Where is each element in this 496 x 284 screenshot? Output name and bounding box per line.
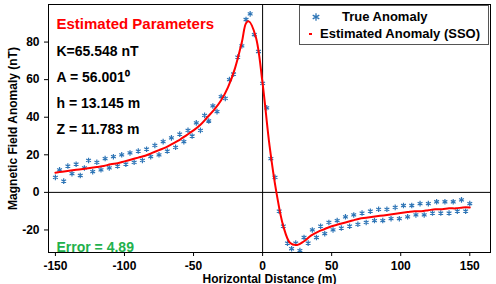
html-text:True Anomaly: True Anomaly (342, 9, 428, 24)
svg-text:0: 0 (33, 185, 40, 199)
svg-text:150: 150 (460, 259, 480, 273)
svg-text:80: 80 (26, 35, 40, 49)
svg-text:Estimated Parameters: Estimated Parameters (57, 15, 215, 32)
svg-text:Magnetic Field Anomaly (nT): Magnetic Field Anomaly (nT) (6, 47, 20, 210)
svg-text:-50: -50 (185, 259, 203, 273)
svg-text:Horizontal Distance (m): Horizontal Distance (m) (202, 272, 336, 284)
svg-text:-150: -150 (43, 259, 67, 273)
html-text:Estimated Anomaly (SSO): Estimated Anomaly (SSO) (320, 26, 480, 41)
svg-text:A = 56.001⁰: A = 56.001⁰ (57, 69, 130, 85)
svg-text:Error = 4.89: Error = 4.89 (57, 239, 135, 255)
svg-text:-100: -100 (112, 259, 136, 273)
svg-text:K=65.548 nT: K=65.548 nT (57, 43, 140, 59)
svg-text:100: 100 (391, 259, 411, 273)
svg-text:0: 0 (259, 259, 266, 273)
svg-text:20: 20 (26, 148, 40, 162)
svg-text:h = 13.145 m: h = 13.145 m (57, 95, 141, 111)
svg-text:-20: -20 (22, 223, 40, 237)
svg-text:Z = 11.783 m: Z = 11.783 m (57, 121, 140, 137)
svg-text:50: 50 (325, 259, 339, 273)
svg-text:40: 40 (26, 110, 40, 124)
svg-text:60: 60 (26, 72, 40, 86)
